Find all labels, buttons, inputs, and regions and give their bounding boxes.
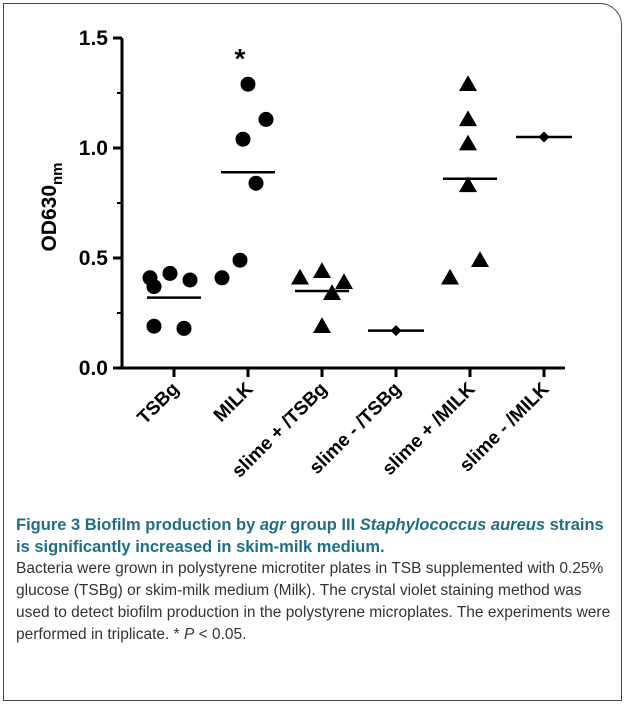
y-tick-label: 1.5 bbox=[79, 27, 109, 50]
y-tick-label: 0.0 bbox=[79, 357, 108, 380]
caption-title: Figure 3 Biofilm production by agr group… bbox=[16, 516, 604, 556]
figure-frame bbox=[3, 3, 622, 701]
data-point-circle bbox=[240, 76, 256, 92]
data-point-triangle bbox=[459, 110, 477, 127]
caption-body: Bacteria were grown in polystyrene micro… bbox=[16, 560, 611, 643]
data-point-triangle bbox=[313, 262, 331, 278]
data-point-triangle bbox=[291, 268, 309, 285]
data-point-circle bbox=[162, 265, 178, 281]
data-point-circle bbox=[214, 270, 230, 286]
y-tick-label: 0.5 bbox=[79, 247, 109, 270]
data-point-triangle bbox=[459, 176, 477, 193]
y-axis-label: OD630nm bbox=[38, 162, 66, 251]
data-point-circle bbox=[248, 175, 264, 191]
data-point-triangle bbox=[441, 268, 459, 285]
figure-caption: Figure 3 Biofilm production by agr group… bbox=[16, 514, 616, 646]
data-point-circle bbox=[176, 320, 192, 336]
chart-marks bbox=[142, 75, 572, 337]
chart-axes bbox=[113, 36, 565, 377]
data-point-circle bbox=[146, 318, 162, 334]
data-point-triangle bbox=[313, 317, 331, 333]
data-point-circle bbox=[258, 111, 274, 127]
y-tick-label: 1.0 bbox=[79, 137, 108, 160]
data-point-circle bbox=[182, 272, 198, 288]
data-point-triangle bbox=[471, 251, 489, 267]
data-point-circle bbox=[235, 131, 251, 147]
x-tick-label: TSBg bbox=[134, 379, 184, 429]
data-point-triangle bbox=[459, 134, 477, 151]
data-point-triangle bbox=[335, 273, 353, 289]
data-point-circle bbox=[232, 252, 248, 268]
significance-asterisk: * bbox=[235, 43, 246, 74]
data-point-circle bbox=[146, 279, 162, 295]
x-tick-label: MILK bbox=[210, 378, 258, 426]
data-point-triangle bbox=[459, 75, 477, 91]
